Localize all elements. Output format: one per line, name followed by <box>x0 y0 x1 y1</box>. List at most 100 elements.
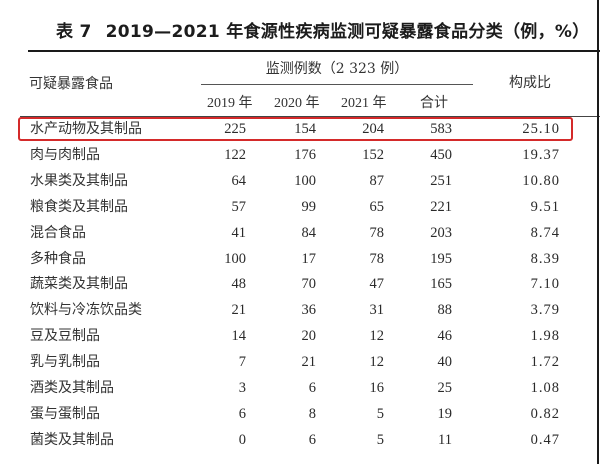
food-cell: 菌类及其制品 <box>30 431 114 448</box>
count-2021-cell: 5 <box>376 405 384 422</box>
count-2020-cell: 154 <box>294 121 316 137</box>
count-2019-cell: 14 <box>231 328 247 345</box>
count-2020-cell: 99 <box>301 198 317 215</box>
ratio-cell: 3.79 <box>530 302 560 319</box>
subheader-rule <box>201 84 473 85</box>
ratio-cell: 25.10 <box>522 121 560 137</box>
count-2021-cell: 87 <box>369 172 385 189</box>
total-cell: 40 <box>437 354 453 371</box>
food-cell: 水产动物及其制品 <box>30 121 142 137</box>
table-title: 表 7 2019—2021 年食源性疾病监测可疑暴露食品分类（例，%） <box>56 17 590 42</box>
count-2021-cell: 78 <box>369 224 385 241</box>
food-cell: 豆及豆制品 <box>30 328 100 345</box>
table-row: 肉与肉制品 122 176 152 450 19.37 <box>0 143 600 167</box>
total-cell: 46 <box>437 328 453 345</box>
count-2020-cell: 100 <box>294 172 316 189</box>
food-cell: 多种食品 <box>30 250 86 267</box>
count-2019-cell: 41 <box>231 224 247 241</box>
food-cell: 混合食品 <box>30 224 86 241</box>
count-2020-cell: 21 <box>301 354 317 371</box>
header-food: 可疑暴露食品 <box>29 76 113 92</box>
count-2019-cell: 100 <box>224 250 246 267</box>
count-2020-cell: 20 <box>301 328 317 345</box>
header-2021: 2021 年 <box>341 96 387 111</box>
count-2020-cell: 17 <box>301 250 317 267</box>
count-2021-cell: 16 <box>369 380 385 396</box>
header-monitoring-count: 监测例数（2 323 例） <box>265 61 409 77</box>
ratio-cell: 8.39 <box>530 250 560 267</box>
count-2020-cell: 176 <box>294 146 316 163</box>
count-2019-cell: 64 <box>231 172 247 189</box>
ratio-cell: 1.72 <box>530 354 560 371</box>
count-2021-cell: 12 <box>369 354 385 371</box>
count-2019-cell: 6 <box>238 405 246 422</box>
table-row: 蛋与蛋制品 6 8 5 19 0.82 <box>0 402 600 426</box>
ratio-cell: 19.37 <box>522 146 560 163</box>
count-2020-cell: 6 <box>308 431 316 448</box>
ratio-cell: 9.51 <box>530 198 560 215</box>
table-row: 水果类及其制品 64 100 87 251 10.80 <box>0 169 600 193</box>
ratio-cell: 7.10 <box>530 276 560 293</box>
count-2020-cell: 36 <box>301 302 317 319</box>
total-cell: 165 <box>430 276 452 293</box>
food-cell: 蛋与蛋制品 <box>30 405 100 422</box>
count-2019-cell: 225 <box>224 121 246 137</box>
count-2021-cell: 47 <box>369 276 385 293</box>
right-border <box>597 0 599 464</box>
count-2019-cell: 21 <box>231 302 247 319</box>
food-cell: 酒类及其制品 <box>30 380 114 396</box>
table-row: 水产动物及其制品 225 154 204 583 25.10 <box>0 117 600 141</box>
count-2021-cell: 204 <box>362 121 384 137</box>
total-cell: 203 <box>430 224 452 241</box>
table-caption: 2019—2021 年食源性疾病监测可疑暴露食品分类（例，%） <box>105 22 590 42</box>
count-2021-cell: 152 <box>362 146 384 163</box>
total-cell: 195 <box>430 250 452 267</box>
total-cell: 450 <box>430 146 452 163</box>
table-row: 酒类及其制品 3 6 16 25 1.08 <box>0 376 600 400</box>
count-2019-cell: 48 <box>231 276 247 293</box>
count-2019-cell: 122 <box>224 146 246 163</box>
count-2021-cell: 78 <box>369 250 385 267</box>
table-row: 蔬菜类及其制品 48 70 47 165 7.10 <box>0 272 600 296</box>
total-cell: 25 <box>437 380 453 396</box>
table-row: 多种食品 100 17 78 195 8.39 <box>0 247 600 271</box>
food-cell: 粮食类及其制品 <box>30 198 128 215</box>
header-ratio: 构成比 <box>509 75 551 91</box>
count-2019-cell: 3 <box>238 380 246 396</box>
count-2019-cell: 57 <box>231 198 247 215</box>
total-cell: 11 <box>438 431 452 448</box>
table-row: 饮料与冷冻饮品类 21 36 31 88 3.79 <box>0 298 600 322</box>
ratio-cell: 0.47 <box>530 431 560 448</box>
total-cell: 221 <box>430 198 452 215</box>
total-cell: 251 <box>430 172 452 189</box>
food-cell: 肉与肉制品 <box>30 146 100 163</box>
count-2020-cell: 6 <box>308 380 316 396</box>
food-cell: 水果类及其制品 <box>30 172 128 189</box>
ratio-cell: 1.08 <box>530 380 560 396</box>
ratio-cell: 10.80 <box>522 172 560 189</box>
table-row: 菌类及其制品 0 6 5 11 0.47 <box>0 428 600 452</box>
ratio-cell: 1.98 <box>530 328 560 345</box>
count-2020-cell: 8 <box>308 405 316 422</box>
table-row: 混合食品 41 84 78 203 8.74 <box>0 221 600 245</box>
total-cell: 583 <box>430 121 452 137</box>
count-2019-cell: 7 <box>238 354 246 371</box>
ratio-cell: 8.74 <box>530 224 560 241</box>
header-total: 合计 <box>420 95 448 111</box>
total-cell: 88 <box>437 302 453 319</box>
table-row: 豆及豆制品 14 20 12 46 1.98 <box>0 324 600 348</box>
count-2021-cell: 12 <box>369 328 385 345</box>
count-2019-cell: 0 <box>238 431 246 448</box>
food-cell: 蔬菜类及其制品 <box>30 276 128 293</box>
count-2020-cell: 84 <box>301 224 317 241</box>
table-row: 乳与乳制品 7 21 12 40 1.72 <box>0 350 600 374</box>
total-cell: 19 <box>437 405 453 422</box>
food-cell: 乳与乳制品 <box>30 354 100 371</box>
highlight-box <box>18 117 573 141</box>
table-number: 表 7 <box>56 22 92 42</box>
top-rule <box>28 50 600 52</box>
count-2020-cell: 70 <box>301 276 317 293</box>
header-rule <box>20 116 600 117</box>
count-2021-cell: 5 <box>376 431 384 448</box>
table-row: 粮食类及其制品 57 99 65 221 9.51 <box>0 195 600 219</box>
